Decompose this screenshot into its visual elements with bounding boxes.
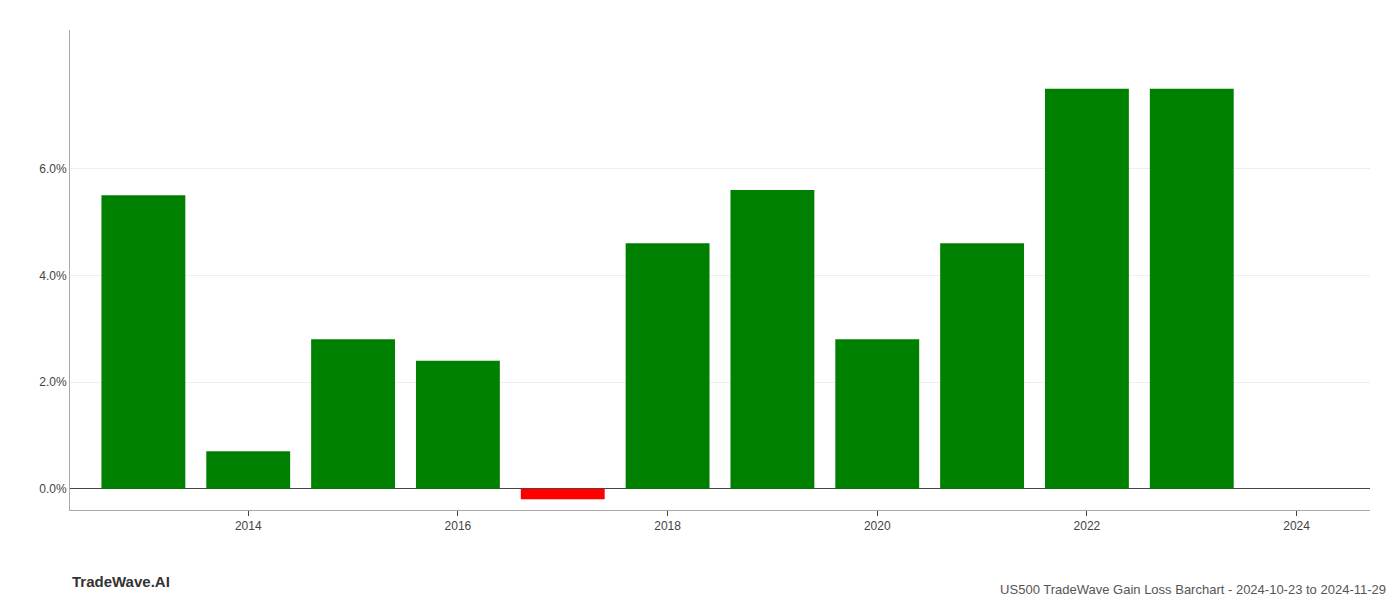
svg-text:2020: 2020 — [864, 519, 891, 533]
svg-text:2018: 2018 — [654, 519, 681, 533]
svg-text:6.0%: 6.0% — [39, 162, 67, 176]
svg-text:4.0%: 4.0% — [39, 269, 67, 283]
svg-text:0.0%: 0.0% — [39, 482, 67, 496]
svg-text:2022: 2022 — [1074, 519, 1101, 533]
svg-text:US500 TradeWave Gain Loss Barc: US500 TradeWave Gain Loss Barchart - 202… — [1000, 582, 1386, 597]
svg-text:2024: 2024 — [1283, 519, 1310, 533]
svg-text:2014: 2014 — [235, 519, 262, 533]
svg-text:2.0%: 2.0% — [39, 375, 67, 389]
svg-text:2016: 2016 — [445, 519, 472, 533]
svg-text:TradeWave.AI: TradeWave.AI — [72, 573, 170, 590]
